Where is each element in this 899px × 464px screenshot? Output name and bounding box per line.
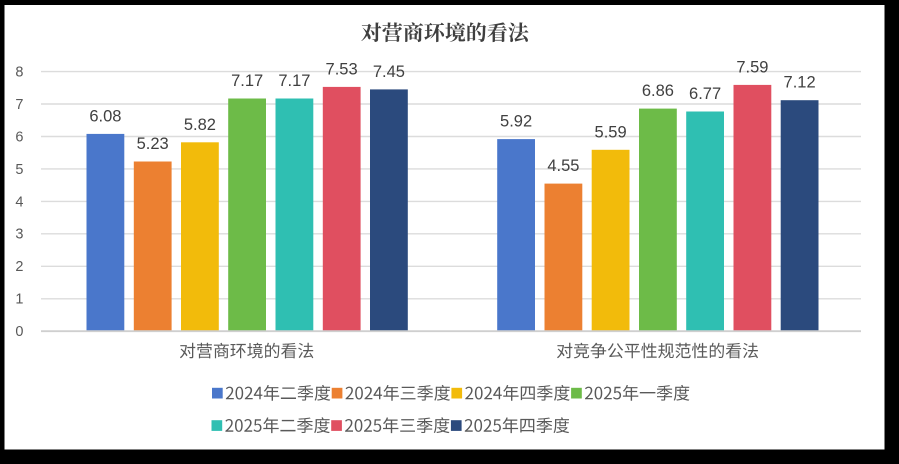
svg-text:7.53: 7.53 <box>326 60 358 78</box>
svg-text:7.17: 7.17 <box>278 72 310 90</box>
svg-text:6: 6 <box>15 129 23 145</box>
svg-text:4.55: 4.55 <box>547 157 579 175</box>
svg-text:0: 0 <box>15 324 23 340</box>
svg-text:5.82: 5.82 <box>184 116 216 134</box>
svg-text:3: 3 <box>15 227 23 243</box>
svg-text:7: 7 <box>15 97 23 113</box>
svg-text:5.59: 5.59 <box>595 123 627 141</box>
svg-text:2: 2 <box>15 259 23 275</box>
svg-text:8: 8 <box>15 65 23 81</box>
svg-text:6.08: 6.08 <box>89 107 121 125</box>
svg-text:7.59: 7.59 <box>736 58 768 76</box>
svg-text:7.12: 7.12 <box>784 74 816 92</box>
svg-text:5.23: 5.23 <box>137 135 169 153</box>
svg-text:5.92: 5.92 <box>500 113 532 131</box>
svg-text:1: 1 <box>15 292 23 308</box>
svg-text:6.86: 6.86 <box>642 82 674 100</box>
svg-text:5: 5 <box>15 162 23 178</box>
svg-text:4: 4 <box>15 194 23 210</box>
svg-text:7.17: 7.17 <box>231 72 263 90</box>
svg-text:7.45: 7.45 <box>373 63 405 81</box>
svg-text:6.77: 6.77 <box>689 85 721 103</box>
